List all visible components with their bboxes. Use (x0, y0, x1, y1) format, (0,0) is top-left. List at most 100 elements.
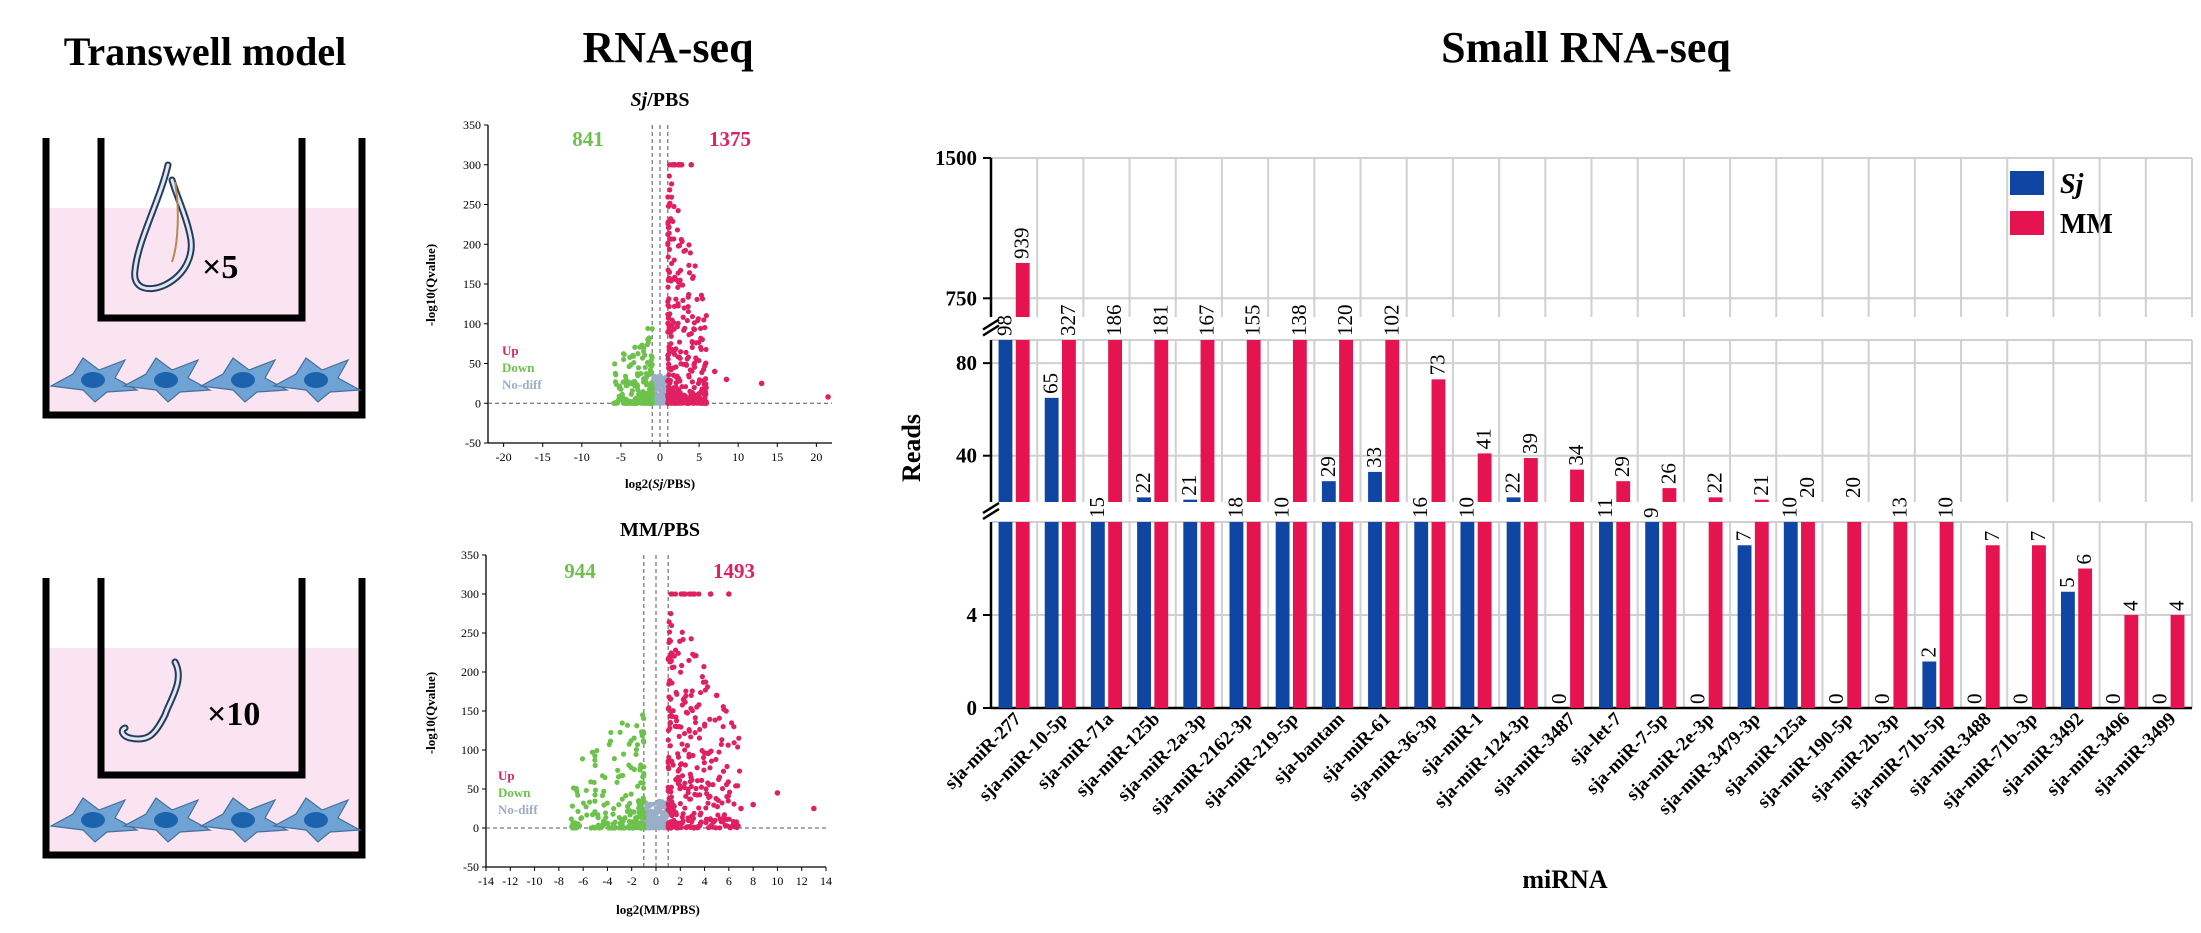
bar-mm (1985, 545, 2000, 708)
down-point (631, 766, 637, 773)
x-tick-label: -10 (574, 450, 590, 464)
bar-sj-label: 11 (1593, 498, 1617, 518)
x-tick-label: -12 (502, 874, 518, 888)
schistosome-icon (118, 658, 182, 743)
bar-mm-label: 181 (1148, 305, 1172, 337)
down-point (604, 800, 610, 806)
up-point (665, 267, 671, 273)
down-point (595, 815, 601, 821)
transwell-well-top: ×5 (42, 138, 366, 419)
down-point (640, 795, 646, 801)
bar-sj-label: 15 (1085, 497, 1109, 518)
up-point (697, 812, 703, 818)
bar-mm-label: 138 (1287, 305, 1311, 337)
down-point (575, 808, 581, 814)
y-tick-label: 4 (967, 603, 978, 627)
up-point (666, 246, 673, 252)
up-point (680, 297, 686, 303)
down-point (592, 798, 598, 804)
cell-icon (122, 357, 213, 403)
up-point (668, 333, 674, 339)
y-tick-label: 200 (461, 665, 479, 679)
volcano-plot-sj: Sj/PBS 841 1375 -log10(Qvalue) log2(Sj/P… (423, 89, 832, 491)
down-point (649, 326, 655, 332)
up-point (665, 356, 671, 362)
up-point (673, 823, 680, 830)
up-point (707, 716, 713, 722)
y-tick-label: 40 (956, 444, 977, 468)
up-point (675, 284, 681, 290)
nodiff-point (661, 821, 667, 827)
up-point (667, 725, 673, 731)
up-point (693, 785, 699, 792)
y-tick-label: 350 (463, 118, 481, 132)
up-point (699, 336, 705, 343)
nodiff-point (661, 377, 667, 383)
up-point (689, 389, 695, 396)
down-point (602, 810, 609, 816)
worm-count-label: ×5 (202, 249, 238, 286)
up-point (724, 763, 730, 770)
down-point (594, 748, 600, 754)
bar-mm (1477, 453, 1492, 502)
down-point (592, 762, 598, 768)
up-point (667, 719, 673, 725)
up-point (665, 194, 671, 200)
down-point (612, 370, 618, 376)
up-point (694, 765, 700, 771)
well-wall (42, 138, 366, 419)
legend-down: Down (502, 360, 535, 375)
up-point (666, 629, 673, 635)
down-point (639, 342, 645, 348)
down-point (599, 773, 606, 779)
x-tick-label: -8 (554, 874, 564, 888)
x-tick-label: 20 (810, 450, 822, 464)
x-axis-label: log2(MM/PBS) (616, 902, 700, 917)
up-point (698, 689, 704, 696)
up-point (702, 687, 708, 693)
cell-nucleus (154, 812, 178, 828)
legend-label-mm: MM (2060, 209, 2113, 240)
down-point (622, 396, 628, 402)
down-point (606, 741, 612, 748)
transwell-title: Transwell model (64, 29, 347, 74)
bar-sj (1922, 661, 1937, 708)
xlabel-suffix: /PBS) (662, 476, 695, 491)
bar-mm (1431, 379, 1446, 502)
up-point (671, 162, 677, 168)
bar-mm (1708, 497, 1723, 502)
up-point (673, 384, 679, 390)
down-point (574, 788, 580, 794)
x-tick-label: 15 (771, 450, 783, 464)
up-point (703, 346, 709, 353)
x-tick-label: -4 (602, 874, 612, 888)
bar-mm (2078, 568, 2093, 708)
bar-mm-label: 10 (1934, 497, 1958, 518)
up-point (695, 318, 701, 324)
up-point (666, 203, 672, 209)
up-point (728, 720, 735, 726)
up-point (665, 391, 671, 398)
up-point (689, 777, 695, 783)
up-point (678, 591, 684, 597)
up-point (719, 800, 725, 806)
up-point (723, 708, 729, 714)
up-point (711, 802, 717, 808)
nodiff-point (662, 813, 667, 818)
down-point (628, 791, 634, 797)
down-point (627, 812, 633, 818)
down-point (637, 825, 644, 831)
up-point (687, 367, 693, 373)
up-point (668, 194, 675, 200)
up-point (668, 591, 674, 597)
up-point (734, 824, 740, 831)
up-point (703, 816, 710, 822)
legend-label-sj: Sj (2060, 169, 2084, 200)
up-point (719, 785, 726, 792)
down-point (608, 729, 614, 736)
up-point (677, 801, 683, 807)
up-point (692, 715, 698, 721)
down-point (570, 820, 576, 827)
down-point (589, 812, 596, 818)
nodiff-point (657, 799, 663, 804)
